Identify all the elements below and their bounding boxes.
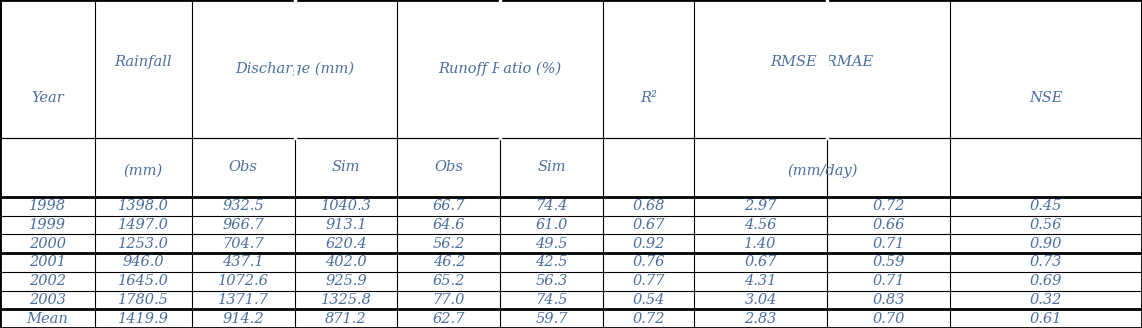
Text: 1.40: 1.40: [745, 237, 777, 251]
Text: 3.04: 3.04: [745, 293, 777, 307]
Text: RMSE  RMAE: RMSE RMAE: [771, 55, 874, 69]
Text: 1253.0: 1253.0: [118, 237, 169, 251]
Text: 0.71: 0.71: [872, 274, 904, 288]
Text: 2003: 2003: [29, 293, 66, 307]
Text: 1040.3: 1040.3: [321, 199, 371, 213]
Text: 0.92: 0.92: [633, 237, 665, 251]
Text: 1780.5: 1780.5: [118, 293, 169, 307]
Text: 0.45: 0.45: [1030, 199, 1062, 213]
Text: 0.72: 0.72: [872, 199, 904, 213]
Text: 65.2: 65.2: [433, 274, 465, 288]
Text: 925.9: 925.9: [325, 274, 367, 288]
Text: 1497.0: 1497.0: [118, 218, 169, 232]
Text: 1419.9: 1419.9: [118, 312, 169, 326]
Text: 0.77: 0.77: [633, 274, 665, 288]
Text: Runoff Ratio (%): Runoff Ratio (%): [439, 62, 562, 76]
Text: 0.54: 0.54: [633, 293, 665, 307]
Text: 1371.7: 1371.7: [218, 293, 268, 307]
Text: 966.7: 966.7: [223, 218, 264, 232]
Text: 42.5: 42.5: [536, 256, 568, 269]
Text: 0.61: 0.61: [1030, 312, 1062, 326]
Text: R²: R²: [641, 92, 657, 105]
Text: NSE: NSE: [1029, 92, 1063, 105]
Text: 0.67: 0.67: [633, 218, 665, 232]
Text: 1998: 1998: [29, 199, 66, 213]
Text: 4.31: 4.31: [745, 274, 777, 288]
Text: 402.0: 402.0: [325, 256, 367, 269]
Text: 0.32: 0.32: [1030, 293, 1062, 307]
Text: 437.1: 437.1: [223, 256, 264, 269]
Text: (mm/day): (mm/day): [787, 163, 858, 178]
Text: 4.56: 4.56: [745, 218, 777, 232]
Text: 1398.0: 1398.0: [118, 199, 169, 213]
Text: Year: Year: [31, 92, 64, 105]
Text: 913.1: 913.1: [325, 218, 367, 232]
Text: 66.7: 66.7: [433, 199, 465, 213]
Text: 2002: 2002: [29, 274, 66, 288]
Text: (mm): (mm): [123, 164, 163, 177]
Text: Rainfall: Rainfall: [114, 55, 172, 69]
Text: Mean: Mean: [26, 312, 69, 326]
Text: 2.97: 2.97: [745, 199, 777, 213]
Text: 46.2: 46.2: [433, 256, 465, 269]
Text: 0.71: 0.71: [872, 237, 904, 251]
Text: 64.6: 64.6: [433, 218, 465, 232]
Text: 0.73: 0.73: [1030, 256, 1062, 269]
Text: 0.83: 0.83: [872, 293, 904, 307]
Text: 0.72: 0.72: [633, 312, 665, 326]
Text: 0.59: 0.59: [872, 256, 904, 269]
Text: 1072.6: 1072.6: [218, 274, 268, 288]
Text: 0.67: 0.67: [745, 256, 777, 269]
Text: 74.5: 74.5: [536, 293, 568, 307]
Text: 62.7: 62.7: [433, 312, 465, 326]
Text: 49.5: 49.5: [536, 237, 568, 251]
Text: Sim: Sim: [332, 160, 360, 174]
Text: 946.0: 946.0: [122, 256, 164, 269]
Text: Discharge (mm): Discharge (mm): [235, 62, 354, 76]
Text: Sim: Sim: [538, 160, 565, 174]
Text: 56.3: 56.3: [536, 274, 568, 288]
Text: 0.69: 0.69: [1030, 274, 1062, 288]
Text: 1325.8: 1325.8: [321, 293, 371, 307]
Text: 0.68: 0.68: [633, 199, 665, 213]
Text: Obs: Obs: [228, 160, 258, 174]
Text: 74.4: 74.4: [536, 199, 568, 213]
Text: 0.66: 0.66: [872, 218, 904, 232]
Text: 914.2: 914.2: [223, 312, 264, 326]
Text: 2000: 2000: [29, 237, 66, 251]
Text: 59.7: 59.7: [536, 312, 568, 326]
Text: 620.4: 620.4: [325, 237, 367, 251]
Text: 0.70: 0.70: [872, 312, 904, 326]
Text: 0.90: 0.90: [1030, 237, 1062, 251]
Text: 61.0: 61.0: [536, 218, 568, 232]
Text: 1999: 1999: [29, 218, 66, 232]
Text: 0.76: 0.76: [633, 256, 665, 269]
Text: 2001: 2001: [29, 256, 66, 269]
Text: 77.0: 77.0: [433, 293, 465, 307]
Text: 1645.0: 1645.0: [118, 274, 169, 288]
Text: Obs: Obs: [434, 160, 464, 174]
Text: 56.2: 56.2: [433, 237, 465, 251]
Text: 2.83: 2.83: [745, 312, 777, 326]
Text: 932.5: 932.5: [223, 199, 264, 213]
Text: 871.2: 871.2: [325, 312, 367, 326]
Text: 0.56: 0.56: [1030, 218, 1062, 232]
Text: 704.7: 704.7: [223, 237, 264, 251]
